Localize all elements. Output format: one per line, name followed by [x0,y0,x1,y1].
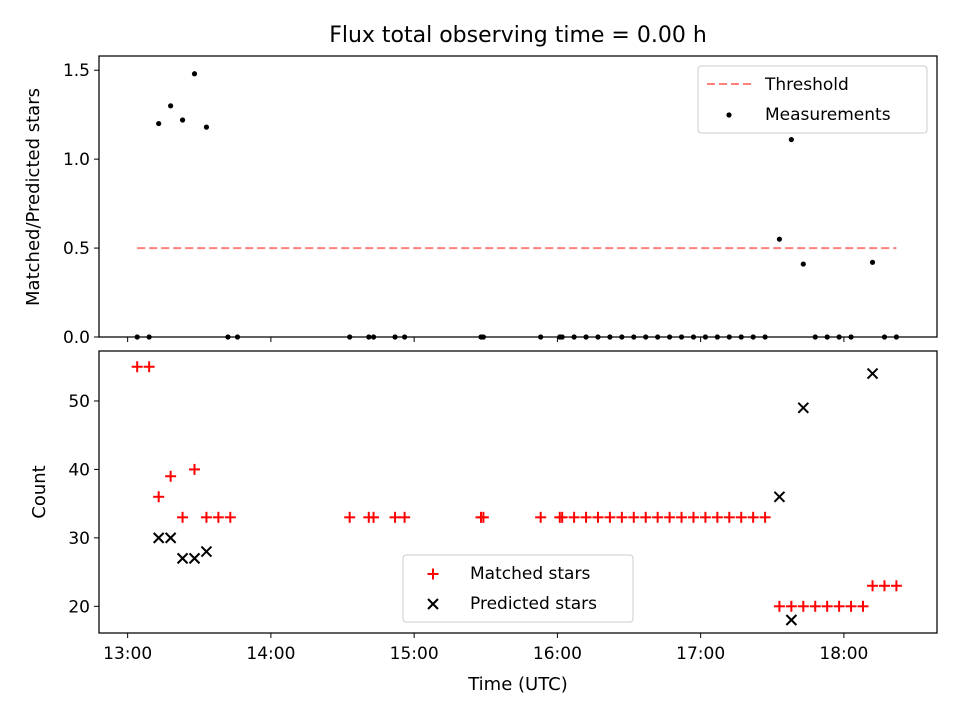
x-axis-label: Time (UTC) [467,674,568,695]
matched-star-point [735,511,747,523]
predicted-star-point [200,545,213,558]
x-tick-label: 16:00 [533,644,582,664]
measurement-point [788,136,794,143]
matched-star-point [833,600,845,612]
matched-star-point [368,511,380,523]
matched-star-point [676,511,688,523]
bottom-legend-box [402,554,634,623]
predicted-star-point [866,367,879,380]
legend-measurement-label: Measurements [765,105,891,125]
matched-star-point [773,600,785,612]
matched-star-point [224,511,236,523]
matched-star-point [200,511,212,523]
bottom-y-tick-label: 30 [68,529,90,549]
measurement-point [191,71,198,77]
top-y-tick-label: 1.0 [63,150,90,170]
matched-star-point [652,511,664,523]
predicted-star-point [773,491,786,503]
bottom-y-tick-label: 40 [68,460,90,480]
matched-star-point [711,511,723,523]
legend-matched-label: Matched stars [470,564,590,584]
matched-star-point [664,511,676,523]
predicted-star-point [164,532,177,544]
x-tick-label: 13:00 [103,644,152,664]
top-y-tick-label: 1.5 [63,61,90,81]
legend-threshold-label: Threshold [764,75,849,95]
matched-star-point [687,511,699,523]
x-tick-label: 14:00 [246,644,295,664]
measurement-point [800,261,806,267]
matched-star-point [640,511,652,523]
top-legend-box [697,65,928,134]
legend-matched-swatch [427,568,439,580]
matched-star-point [592,511,604,523]
predicted-star-point [785,614,798,626]
matched-star-point [177,511,189,523]
matched-star-point [399,511,411,523]
bottom-panel: 13:00 14:00 15:00 16:00 17:00 18:00 20 30 40 50 C… [29,350,938,664]
matched-star-point [143,361,155,373]
matched-star-point [616,511,628,523]
matched-star-point [477,511,489,523]
matched-star-point [604,511,616,523]
predicted-star-point [176,552,189,565]
matched-star-point [153,491,165,503]
measurement-point [776,236,783,242]
matched-star-point [131,361,143,373]
top-y-tick-label: 0.0 [63,328,90,348]
matched-star-point [821,600,833,612]
matched-star-point [580,511,592,523]
bottom-y-tick-label: 50 [68,392,90,412]
matched-star-point [845,600,857,612]
matched-star-point [628,511,640,523]
bottom-y-tick-label: 20 [68,597,90,617]
predicted-star-point [152,532,165,544]
matched-star-point [212,511,224,523]
matched-star-point [747,511,759,523]
matched-star-point [723,511,735,523]
bottom-legend: Matched stars Predicted stars [402,554,634,623]
matched-star-point [568,511,580,523]
matched-star-point [759,511,771,523]
top-panel: 0.0 0.5 1.0 1.5 Matched/Predicted stars Thr… [23,55,938,348]
chart-title: Flux total observing time = 0.00 h [329,23,707,48]
predicted-star-point [188,552,201,565]
matched-star-point [797,600,809,612]
top-ylabel: Matched/Predicted stars [23,88,44,306]
matched-star-point [165,470,177,482]
top-legend: Threshold Measurements [697,65,928,134]
legend-predicted-swatch [427,598,439,610]
matched-star-point [785,600,797,612]
measurement-point [168,103,174,109]
matched-star-point [699,511,711,523]
legend-measurement-swatch [726,112,732,118]
matched-star-point [344,511,356,523]
x-tick-label: 18:00 [819,644,868,664]
matched-star-point [535,511,547,523]
matched-star-point [188,463,200,475]
top-y-tick-label: 0.5 [63,239,90,259]
legend-predicted-label: Predicted stars [470,594,597,614]
x-tick-label: 17:00 [676,644,725,664]
matched-star-point [857,600,869,612]
predicted-star-point [797,402,810,414]
measurement-point [156,120,162,127]
top-axes-frame [98,55,938,338]
matched-star-point [556,511,568,523]
measurement-point [203,124,210,130]
bottom-ylabel: Count [29,465,50,518]
x-tick-label: 15:00 [390,644,439,664]
bottom-axes-frame [98,350,938,634]
matched-star-point [809,600,821,612]
matched-star-point [890,580,902,592]
matched-star-point [389,511,401,523]
matched-star-point [878,580,890,592]
matched-star-point [867,580,879,592]
measurement-point [869,259,876,265]
measurement-point [179,117,186,123]
